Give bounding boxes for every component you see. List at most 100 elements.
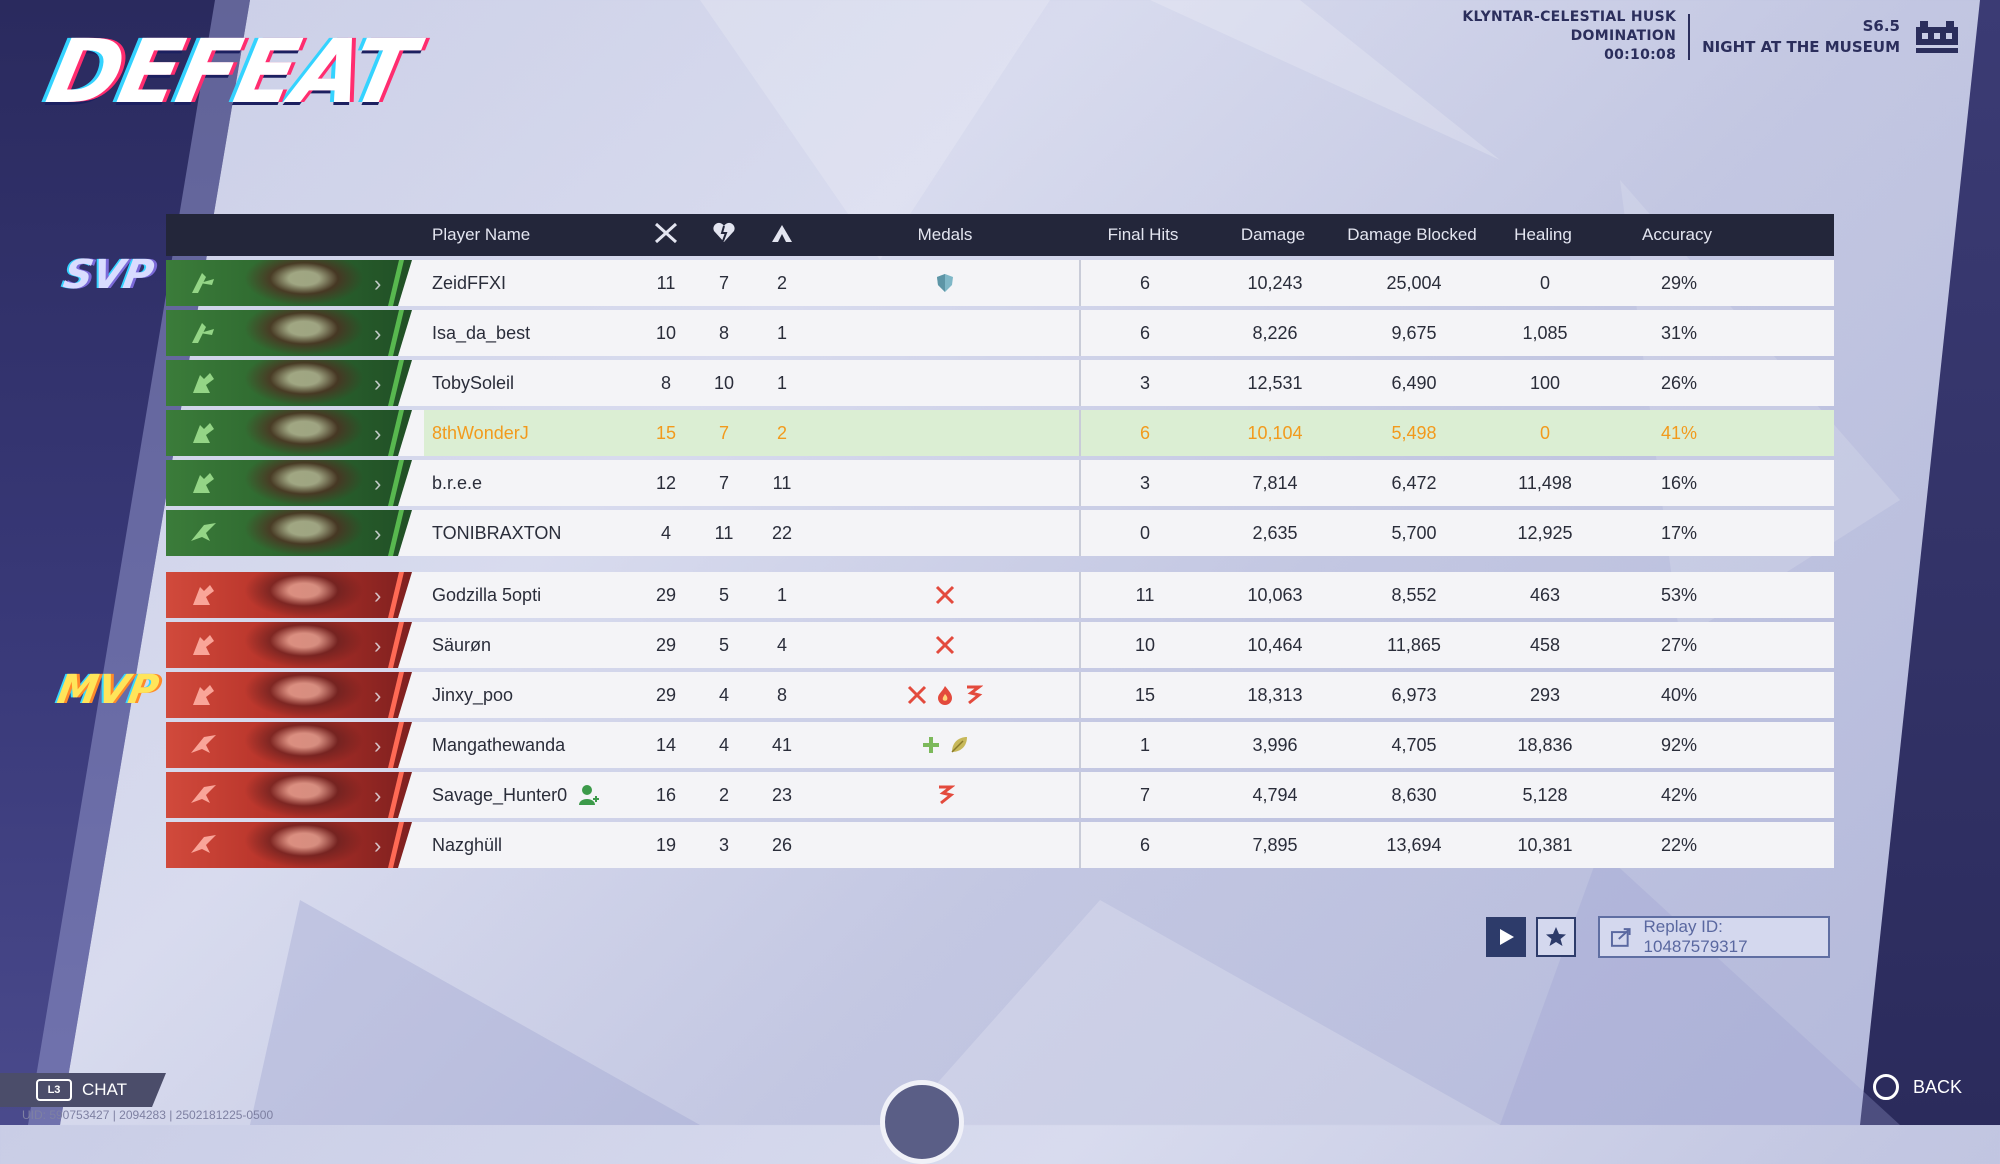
damage-blocked-value: 11,865 [1387,634,1441,655]
assists-value: 2 [776,272,787,293]
player-row[interactable]: › TobySoleil 8 10 1 3 12,531 6,490 100 2… [166,360,1834,406]
column-divider [1079,572,1081,618]
shield-medal-icon [937,274,953,292]
deaths-icon [713,222,735,242]
player-name[interactable]: Säurøn [424,635,637,656]
scoreboard-header: Player Name Medals Final Hits Damage Dam… [166,214,1834,256]
final-hits-value: 0 [1139,522,1150,543]
final-hits-value: 3 [1139,372,1150,393]
player-row[interactable]: › ZeidFFXI 11 7 2 6 10,243 25,004 0 29% [166,260,1834,306]
column-divider [1079,822,1081,868]
player-name[interactable]: ZeidFFXI [424,273,637,294]
hero-portrait[interactable]: › [166,722,424,768]
player-name[interactable]: Mangathewanda [424,735,637,756]
player-name[interactable]: Nazghüll [424,835,637,856]
medals-cell [811,785,1079,805]
kills-value: 16 [655,784,677,805]
header-final-hits: Final Hits [1107,225,1179,244]
player-name[interactable]: TONIBRAXTON [424,523,637,544]
hero-image [244,722,364,768]
hero-portrait[interactable]: › [166,510,424,556]
strategist-icon [191,785,216,803]
enemy-team-rows: › Godzilla 5opti 29 5 1 11 10,063 8,552 … [166,572,1834,868]
column-divider [1079,510,1081,556]
medals-cell [811,735,1079,755]
player-name-text: ZeidFFXI [432,272,507,293]
info-divider [1688,13,1691,60]
player-name-text: TONIBRAXTON [432,522,562,543]
player-name[interactable]: TobySoleil [424,373,637,394]
player-row[interactable]: › TONIBRAXTON 4 11 22 0 2,635 5,700 12,9… [166,510,1834,556]
final-hits-value: 1 [1139,734,1150,755]
final-hits-value: 6 [1139,272,1150,293]
player-name-text: Mangathewanda [432,734,566,755]
hero-portrait[interactable]: › [166,410,424,456]
hero-portrait[interactable]: › [166,622,424,668]
medals-cell [811,273,1079,293]
assists-value: 4 [776,634,787,655]
header-deaths [695,222,753,249]
assists-value: 26 [771,834,793,855]
player-row[interactable]: › Godzilla 5opti 29 5 1 11 10,063 8,552 … [166,572,1834,618]
hero-portrait[interactable]: › [166,572,424,618]
duelist-icon [193,685,214,705]
damage-value: 4,794 [1252,784,1298,805]
player-name[interactable]: Jinxy_poo [424,685,637,706]
favorite-button[interactable] [1536,917,1576,957]
hero-portrait[interactable]: › [166,672,424,718]
bottom-center-button[interactable] [880,1080,964,1164]
swords-medal-icon [907,685,927,705]
player-row[interactable]: › Isa_da_best 10 8 1 6 8,226 9,675 1,085… [166,310,1834,356]
deaths-value: 4 [718,684,729,705]
accuracy-value: 17% [1660,522,1698,543]
play-replay-button[interactable] [1486,917,1526,957]
player-name[interactable]: Savage_Hunter0 [424,783,637,807]
damage-value: 10,243 [1247,272,1303,293]
player-row[interactable]: › Säurøn 29 5 4 10 10,464 11,865 458 27% [166,622,1834,668]
player-row[interactable]: › Nazghüll 19 3 26 6 7,895 13,694 10,381… [166,822,1834,868]
back-button[interactable]: BACK [1872,1074,1962,1100]
deaths-value: 10 [713,372,735,393]
accuracy-value: 31% [1660,322,1698,343]
damage-blocked-value: 6,490 [1391,372,1437,393]
player-row[interactable]: › 8thWonderJ 15 7 2 6 10,104 5,498 0 41% [166,410,1834,456]
replay-id-button[interactable]: Replay ID: 10487579317 [1598,916,1830,958]
player-row[interactable]: › Savage_Hunter0 16 2 23 7 4,794 8,630 5… [166,772,1834,818]
accuracy-value: 41% [1660,422,1698,443]
hero-portrait[interactable]: › [166,772,424,818]
final-hits-value: 3 [1139,472,1150,493]
friend-icon[interactable] [577,783,600,807]
hero-image [244,622,364,668]
player-name[interactable]: b.r.e.e [424,473,637,494]
player-name[interactable]: Isa_da_best [424,323,637,344]
chat-label: CHAT [82,1080,128,1099]
damage-value: 10,104 [1247,422,1303,443]
player-row[interactable]: › b.r.e.e 12 7 11 3 7,814 6,472 11,498 1… [166,460,1834,506]
hero-portrait[interactable]: › [166,460,424,506]
damage-blocked-value: 8,630 [1391,784,1437,805]
column-divider [1079,722,1081,768]
hero-portrait[interactable]: › [166,360,424,406]
damage-blocked-value: 6,472 [1391,472,1437,493]
match-details: KLYNTAR-CELESTIAL HUSK DOMINATION 00:10:… [1462,8,1676,65]
hero-portrait[interactable]: › [166,260,424,306]
player-row[interactable]: › Jinxy_poo 29 4 8 15 18,313 6,973 293 4… [166,672,1834,718]
kills-value: 19 [655,834,677,855]
strategist-icon [191,835,216,853]
kills-value: 15 [655,422,677,443]
player-name-text: Säurøn [432,634,492,655]
hero-portrait[interactable]: › [166,822,424,868]
chat-button[interactable]: L3 CHAT [0,1073,166,1107]
chevron-right-icon: › [374,633,382,658]
assists-value: 2 [776,422,787,443]
hero-portrait[interactable]: › [166,310,424,356]
player-name[interactable]: Godzilla 5opti [424,585,637,606]
back-label: BACK [1912,1076,1962,1097]
kills-icon [654,222,678,243]
uid-text: UID: 590753427 | 2094283 | 2502181225-05… [22,1108,274,1122]
match-result-title: DEFEAT [39,20,423,123]
damage-value: 10,464 [1247,634,1303,655]
chevron-right-icon: › [374,733,382,758]
player-row[interactable]: › Mangathewanda 14 4 41 1 3,996 4,705 18… [166,722,1834,768]
player-name[interactable]: 8thWonderJ [424,423,637,444]
